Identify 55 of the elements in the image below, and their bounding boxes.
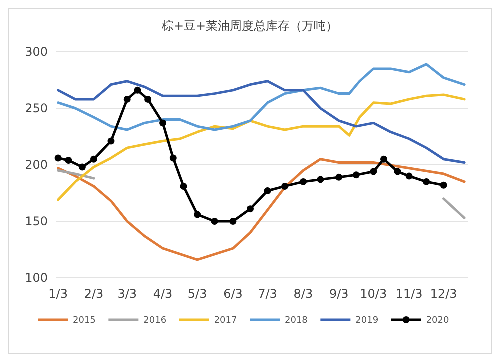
point	[134, 86, 142, 94]
point	[282, 182, 289, 190]
point	[230, 218, 237, 225]
x-tick-label: 8/3	[294, 287, 314, 301]
line-series	[57, 94, 466, 202]
line-series	[57, 80, 466, 164]
y-tick-label: 300	[25, 45, 48, 60]
point	[160, 120, 167, 127]
legend-label: 2019	[356, 316, 379, 326]
point	[54, 154, 62, 162]
y-tick-label: 200	[25, 158, 48, 172]
legend-label: 2017	[214, 316, 238, 326]
point	[180, 182, 188, 190]
point	[352, 172, 360, 179]
point	[78, 164, 86, 171]
x-tick-label: 2/3	[84, 287, 104, 301]
point	[394, 168, 402, 176]
x-tick-label: 7/3	[258, 287, 278, 301]
x-tick-label: 9/3	[329, 287, 349, 301]
x-tick-label: 4/3	[153, 287, 173, 301]
point	[170, 154, 177, 162]
legend-label: 2015	[73, 316, 96, 326]
legend-label: 2016	[144, 316, 167, 326]
point	[370, 168, 378, 176]
x-tick-label: 6/3	[224, 287, 243, 301]
point	[90, 156, 98, 163]
point	[300, 178, 307, 186]
point	[264, 187, 272, 194]
x-tick-label: 10/3	[360, 287, 388, 301]
point	[108, 138, 115, 145]
y-tick-label: 250	[25, 102, 48, 116]
point	[124, 96, 131, 103]
point	[440, 182, 448, 189]
legend-label: 2018	[285, 316, 308, 326]
legend-label: 2020	[426, 316, 450, 326]
point	[211, 218, 218, 225]
point	[336, 174, 343, 181]
point	[317, 176, 324, 184]
point	[380, 156, 388, 163]
point	[406, 172, 413, 180]
point	[246, 206, 254, 213]
line-series	[57, 158, 466, 262]
x-tick-label: 3/3	[118, 287, 138, 301]
x-tick-label: 11/3	[396, 287, 423, 301]
line-series	[57, 63, 466, 132]
y-tick-label: 100	[25, 271, 48, 286]
point	[194, 211, 202, 218]
x-tick-label: 5/3	[188, 287, 208, 301]
y-tick-label: 150	[25, 214, 48, 229]
point	[65, 156, 72, 164]
x-tick-label: 12/3	[430, 287, 458, 301]
point	[423, 178, 430, 186]
x-tick-label: 1/3	[48, 287, 68, 301]
chart-title: 棕+豆+菜油周度总库存（万吨）	[162, 19, 338, 33]
point	[144, 96, 152, 103]
